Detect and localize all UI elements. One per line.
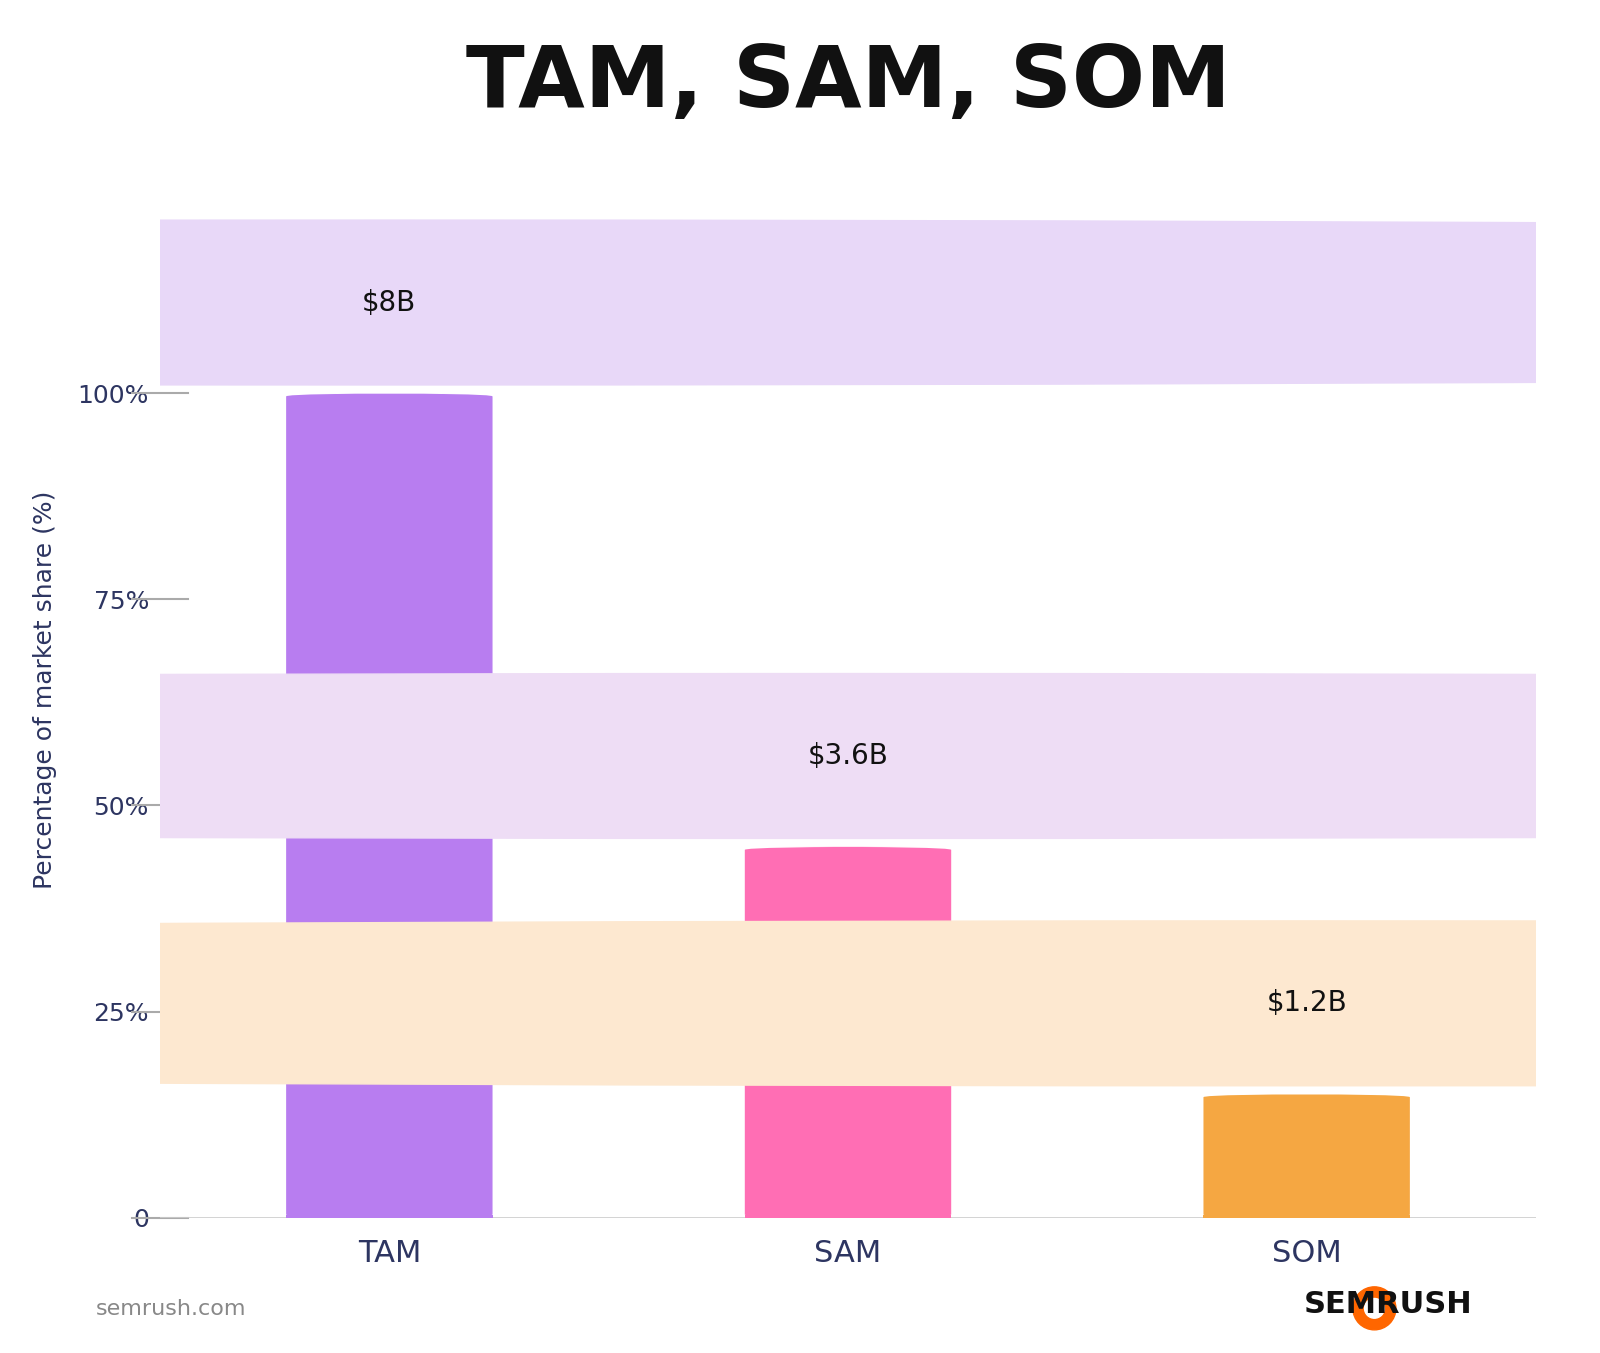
Circle shape [1354, 1287, 1395, 1330]
Text: SEMRUSH: SEMRUSH [1304, 1291, 1472, 1319]
Title: TAM, SAM, SOM: TAM, SAM, SOM [466, 42, 1230, 124]
Circle shape [1365, 1299, 1384, 1318]
Text: semrush.com: semrush.com [96, 1299, 246, 1319]
Text: $1.2B: $1.2B [1266, 989, 1347, 1017]
Text: $8B: $8B [362, 288, 416, 317]
FancyBboxPatch shape [744, 847, 950, 1218]
Bar [744, 1215, 950, 1218]
Y-axis label: Percentage of market share (%): Percentage of market share (%) [32, 491, 56, 889]
Text: $3.6B: $3.6B [808, 741, 888, 770]
Circle shape [0, 921, 1600, 1085]
Bar [1203, 1215, 1410, 1218]
Circle shape [0, 674, 1600, 839]
Circle shape [0, 221, 1600, 386]
FancyBboxPatch shape [1203, 1095, 1410, 1218]
Bar [286, 1215, 493, 1218]
FancyBboxPatch shape [286, 394, 493, 1218]
